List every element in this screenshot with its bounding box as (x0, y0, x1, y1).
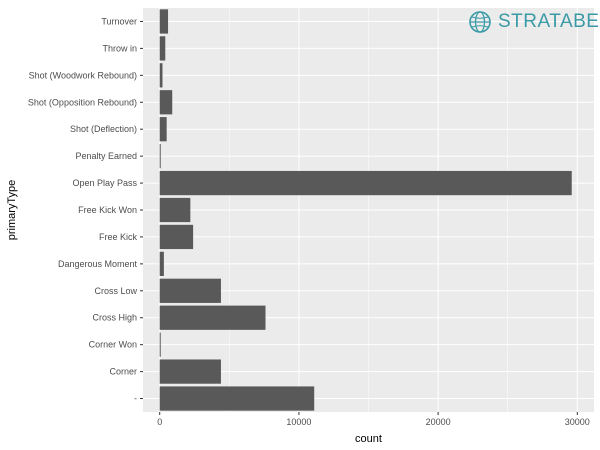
grid-lines (143, 8, 594, 412)
bar (159, 251, 164, 276)
brand-logo: STRATABET (468, 8, 600, 36)
brand-name: STRATABET (498, 11, 600, 32)
y-tick-label: Shot (Deflection) (70, 124, 137, 134)
bar (159, 359, 221, 384)
bar (159, 278, 221, 303)
y-tick-label: Corner Won (89, 340, 137, 350)
y-tick-label: Cross Low (94, 286, 137, 296)
x-tick-label: 20000 (426, 417, 451, 427)
y-tick-label: Open Play Pass (72, 178, 137, 188)
bar (159, 63, 163, 88)
bar (159, 332, 161, 357)
y-tick-label: Shot (Woodwork Rebound) (29, 70, 137, 80)
bar (159, 9, 169, 34)
y-tick-label: Shot (Opposition Rebound) (28, 97, 137, 107)
y-axis-title: primaryType (6, 180, 18, 241)
y-tick-label: Turnover (101, 16, 137, 26)
bar (159, 305, 266, 330)
x-tick-label: 10000 (286, 417, 311, 427)
y-tick-label: Cross High (92, 313, 137, 323)
y-tick-label: Free Kick Won (78, 205, 137, 215)
bar (159, 386, 315, 411)
y-tick-label: Free Kick (99, 232, 138, 242)
bar (159, 90, 173, 115)
bar (159, 36, 166, 61)
x-axis-ticks: 0 10000 20000 30000 (157, 412, 590, 427)
bar (159, 170, 572, 196)
bars (159, 9, 572, 411)
x-tick-label: 30000 (565, 417, 590, 427)
bar (159, 117, 167, 142)
bar (159, 197, 191, 223)
y-axis-ticks: Turnover Throw in Shot (Woodwork Rebound) S… (28, 16, 143, 404)
x-tick-label: 0 (157, 417, 162, 427)
y-tick-label: Throw in (102, 43, 137, 53)
y-tick-label: Dangerous Moment (58, 259, 138, 269)
x-axis-title: count (355, 433, 382, 445)
bar (159, 224, 194, 250)
y-tick-label: Penalty Earned (75, 151, 137, 161)
y-tick-label: Corner (109, 367, 137, 377)
globe-icon (469, 11, 491, 33)
bar (159, 144, 161, 169)
y-tick-label: - (134, 394, 137, 404)
